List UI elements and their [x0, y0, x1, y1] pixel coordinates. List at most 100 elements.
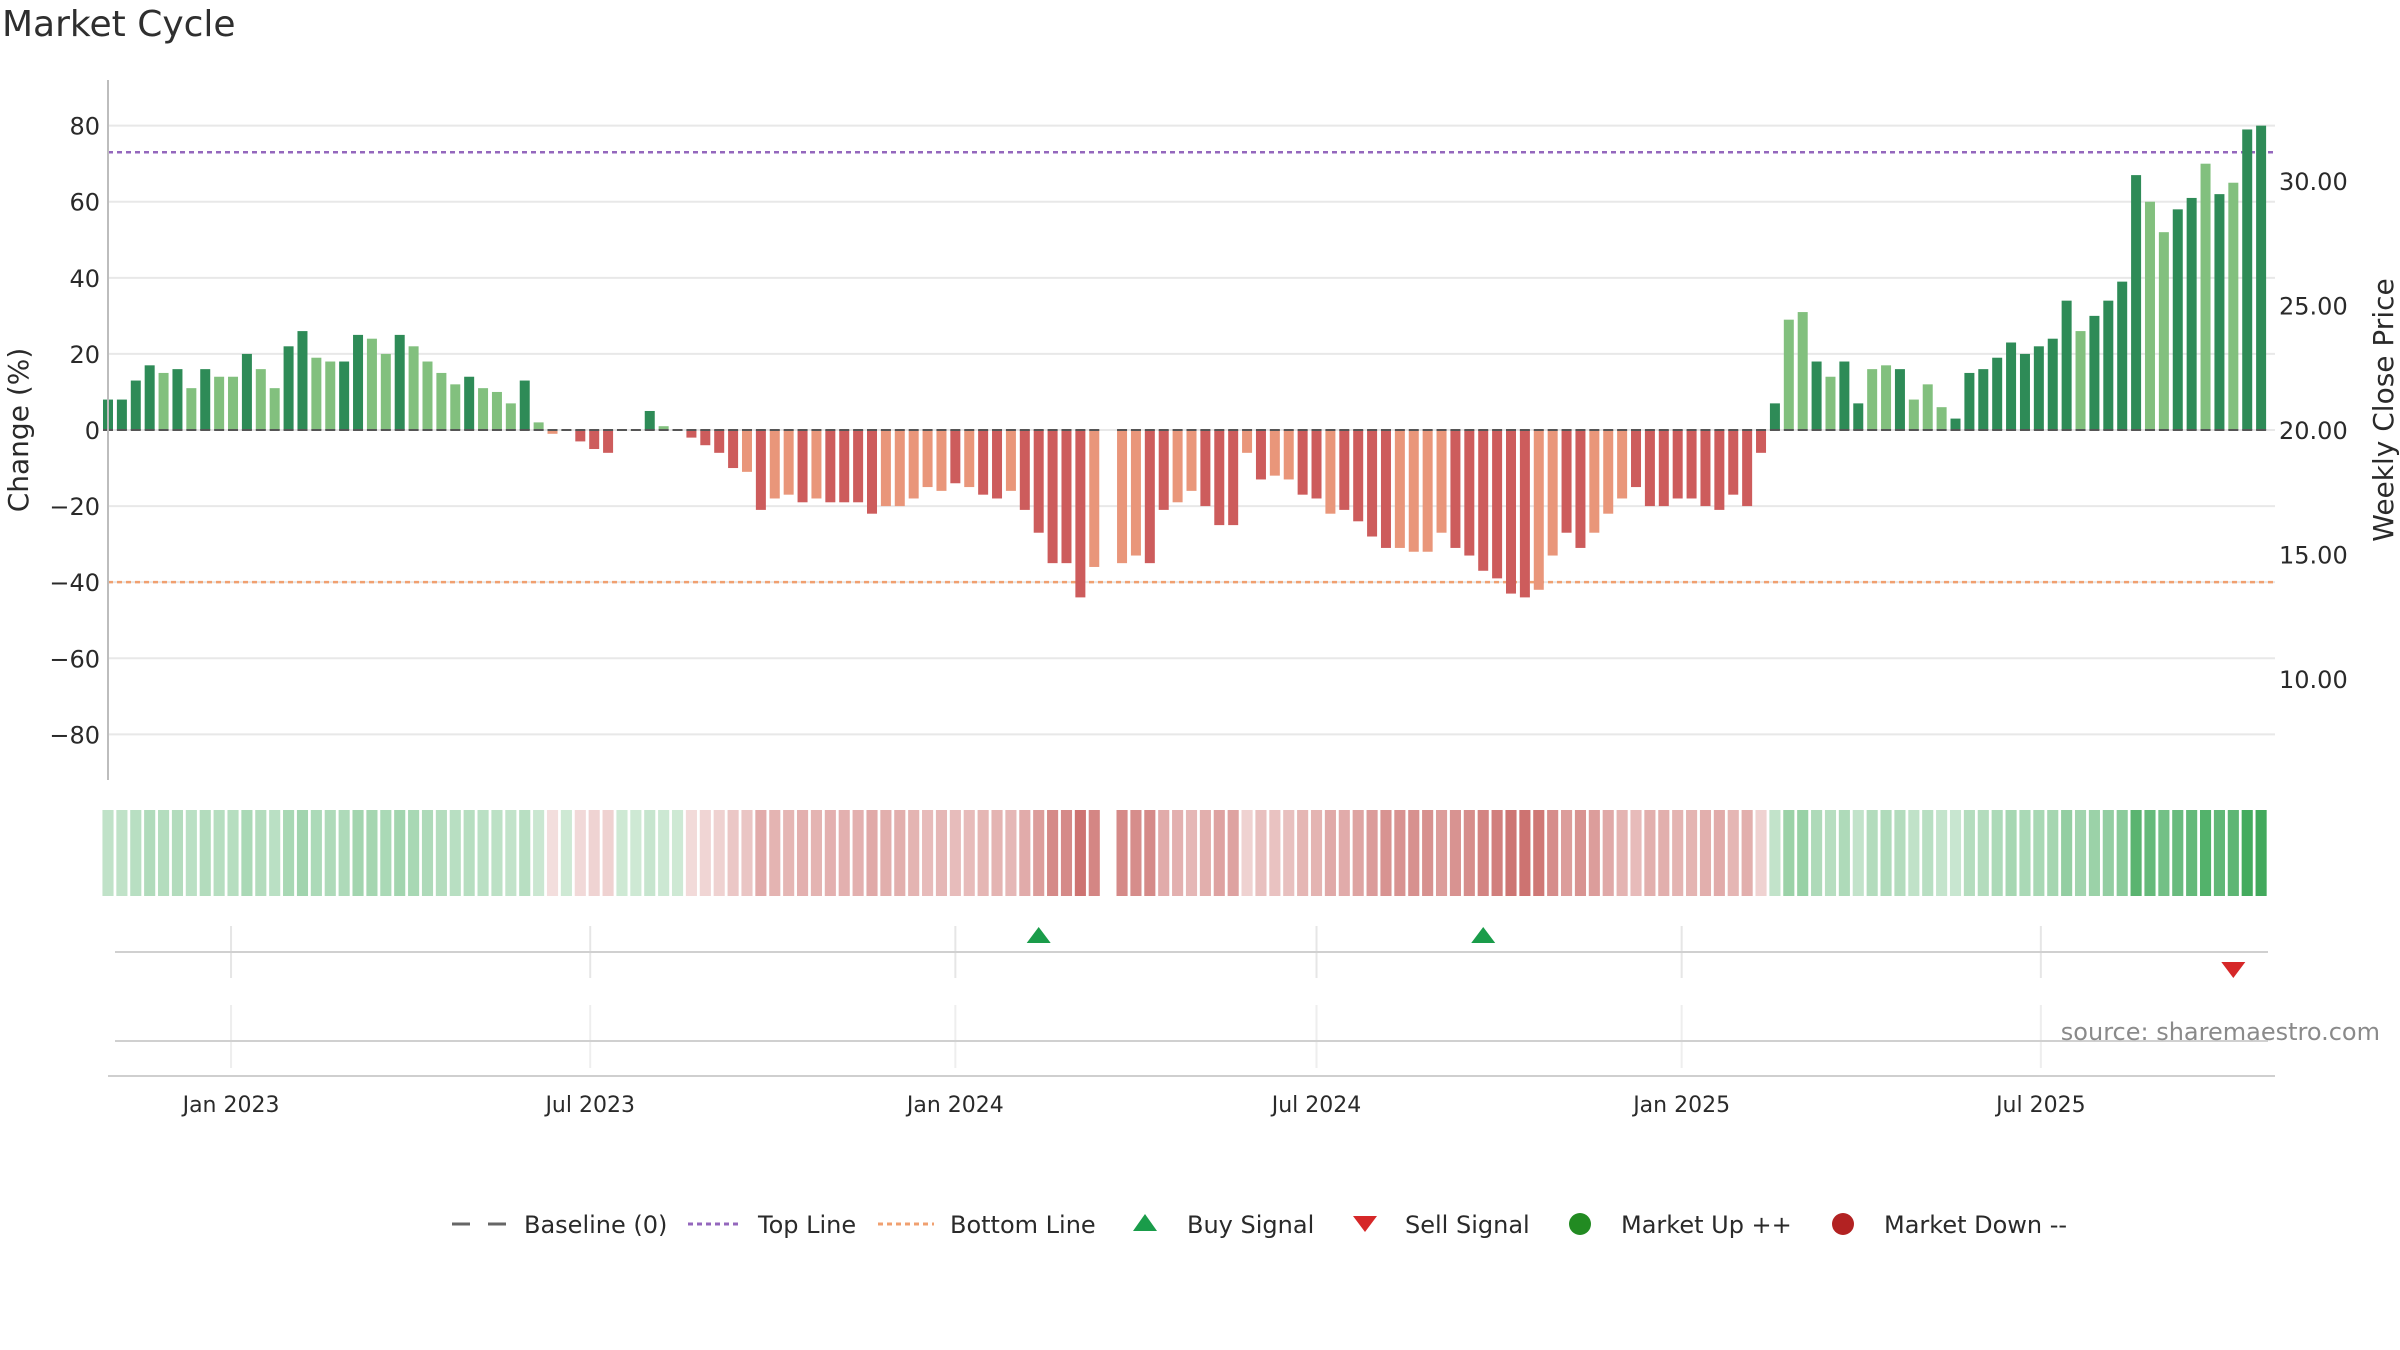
legend-item-baseline[interactable]: Baseline (0)	[452, 1211, 667, 1239]
heat-cell	[560, 810, 572, 896]
change-bar	[1228, 430, 1239, 526]
heat-cell	[491, 810, 503, 896]
heat-cell	[2144, 810, 2156, 896]
heat-cell	[1852, 810, 1864, 896]
change-bar	[1644, 430, 1655, 507]
y-tick-label: −80	[49, 721, 100, 749]
change-bar	[1422, 430, 1433, 552]
legend-label: Buy Signal	[1187, 1211, 1314, 1239]
change-bar	[1519, 430, 1530, 598]
legend-item-mup[interactable]: Market Up ++	[1569, 1211, 1792, 1239]
legend-label: Bottom Line	[950, 1211, 1096, 1239]
heat-cell	[2130, 810, 2142, 896]
y-tick-label: 40	[69, 265, 100, 293]
change-bar	[867, 430, 878, 514]
heat-cell	[1380, 810, 1392, 896]
change-bar	[1325, 430, 1336, 514]
legend-label: Market Down --	[1884, 1211, 2067, 1239]
chart-title: Market Cycle	[2, 4, 236, 45]
legend-item-top[interactable]: Top Line	[688, 1211, 856, 1239]
heat-cell	[908, 810, 920, 896]
heat-cell	[1241, 810, 1253, 896]
source-note: source: sharemaestro.com	[2061, 1018, 2380, 1046]
heat-cell	[1255, 810, 1267, 896]
change-bar	[1992, 357, 2003, 430]
heat-cell	[2088, 810, 2100, 896]
heat-cell	[1713, 810, 1725, 896]
change-bar	[1533, 430, 1544, 590]
heat-cell	[935, 810, 948, 896]
heat-cell	[2061, 810, 2073, 896]
heat-cell	[269, 810, 281, 896]
heat-cell	[769, 810, 781, 896]
heat-cell	[1158, 810, 1170, 896]
heat-cell	[2019, 810, 2031, 896]
heat-cell	[1366, 810, 1378, 896]
x-tick-label: Jan 2023	[181, 1093, 280, 1118]
heat-cell	[1116, 810, 1128, 896]
heat-cell	[630, 810, 642, 896]
change-bar	[603, 430, 614, 453]
change-bar	[297, 331, 308, 430]
change-bar	[366, 338, 377, 430]
heat-cell	[977, 810, 989, 896]
change-bar	[658, 426, 669, 430]
heat-cell	[1324, 810, 1336, 896]
heat-cell	[380, 810, 392, 896]
heat-cell	[1519, 810, 1531, 896]
buy-signal-legend-icon	[1133, 1214, 1157, 1231]
heat-cell	[1269, 810, 1281, 896]
heat-cell	[1755, 810, 1767, 896]
legend-label: Top Line	[757, 1211, 856, 1239]
change-bar	[2047, 338, 2058, 430]
heat-cell	[116, 810, 128, 896]
change-bar	[1631, 430, 1642, 488]
heat-cell	[2186, 810, 2198, 896]
change-bar	[1117, 430, 1128, 564]
legend-item-bottom[interactable]: Bottom Line	[878, 1211, 1096, 1239]
change-bar	[1047, 430, 1058, 564]
change-bar	[2200, 163, 2211, 430]
change-bar	[172, 369, 183, 430]
legend[interactable]: Baseline (0) Top Line Bottom Line Buy Signa…	[452, 1211, 2067, 1239]
legend-item-mdown[interactable]: Market Down --	[1832, 1211, 2067, 1239]
heat-cell	[199, 810, 211, 896]
legend-item-sell[interactable]: Sell Signal	[1353, 1211, 1530, 1239]
heat-cell	[824, 810, 836, 896]
heat-cell	[866, 810, 878, 896]
heat-cell	[783, 810, 795, 896]
heat-cell	[741, 810, 753, 896]
change-bar	[1908, 399, 1919, 430]
change-bar	[1242, 430, 1253, 453]
change-bar	[1894, 369, 1905, 430]
heat-cell	[963, 810, 975, 896]
heat-cell	[352, 810, 364, 896]
heat-cell	[477, 810, 489, 896]
change-bar	[1186, 430, 1197, 491]
legend-item-buy[interactable]: Buy Signal	[1133, 1211, 1314, 1239]
heat-cell	[1130, 810, 1142, 896]
change-bar	[1769, 403, 1780, 430]
change-bar	[1408, 430, 1419, 552]
change-bar	[394, 334, 405, 430]
change-bar	[2019, 353, 2030, 430]
heat-cell	[1505, 810, 1517, 896]
heat-cell	[1699, 810, 1712, 896]
heat-cell	[2213, 810, 2225, 896]
heat-cell	[2172, 810, 2184, 896]
y-right-tick-label: 10.00	[2279, 666, 2348, 694]
change-bar	[436, 372, 447, 430]
heat-cell	[435, 810, 447, 896]
heat-cell	[880, 810, 892, 896]
x-tick-label: Jul 2024	[1270, 1093, 1362, 1118]
sell-signal-marker	[2221, 962, 2246, 978]
change-bar	[936, 430, 947, 491]
change-bar	[1742, 430, 1753, 507]
heat-cell	[658, 810, 670, 896]
change-bar	[1783, 319, 1794, 430]
heat-cell	[144, 810, 156, 896]
change-bar	[1978, 369, 1989, 430]
change-bar	[200, 369, 211, 430]
change-bar	[769, 430, 780, 499]
change-bar	[408, 346, 419, 430]
